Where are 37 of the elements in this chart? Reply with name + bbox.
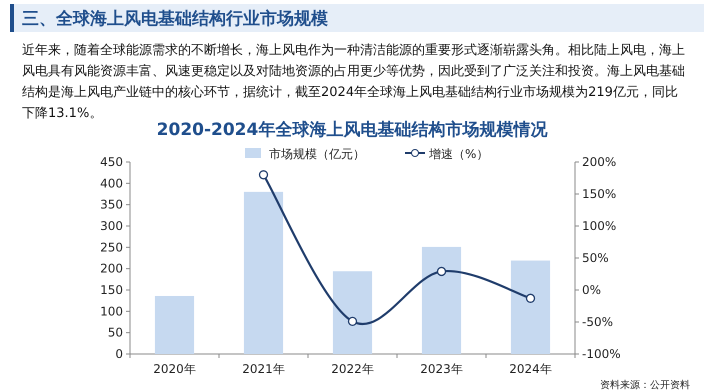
y-tick-label: 100: [100, 304, 123, 318]
y-tick-label: 400: [100, 176, 123, 190]
y2-tick-label: -100%: [582, 347, 621, 361]
bar: [510, 260, 550, 354]
point: [258, 170, 268, 180]
y2-tick-label: 0%: [582, 283, 602, 297]
text: 近年来，随着全球能源需求的不断增长，海上风电作为一种清洁能源的重要形式逐渐崭露头角。相比陆上风电，海上风电具有风能资源丰富、风速更稳定以及对陆地资源的占用更少等优势，因此受到了广泛关注和投资。海上风电基础结构是海上风电产业链中的核心环节，据统计，截至2024年全球海上风电基础结构行业市场规模为219亿元，同比下降13.1%。: [22, 43, 685, 121]
x-tick-label: 2024年: [509, 362, 552, 376]
y2-tick-label: 150%: [582, 187, 616, 201]
y-tick-label: 50: [108, 326, 123, 340]
y-tick-label: 450: [100, 155, 123, 169]
bar: [154, 296, 194, 354]
legend-label: 市场规模（亿元）: [269, 147, 365, 161]
y-tick-label: 250: [100, 240, 123, 254]
y-tick-label: 150: [100, 283, 123, 297]
text: 资料来源：公开资料: [600, 379, 690, 391]
y-tick-label: 350: [100, 198, 123, 212]
x-tick-label: 2023年: [420, 362, 463, 376]
y2-tick-label: 50%: [582, 251, 609, 265]
y-tick-label: 300: [100, 219, 123, 233]
text: 三、全球海上风电基础结构行业市场规模: [22, 8, 328, 30]
y2-tick-label: -50%: [582, 315, 614, 329]
point: [348, 316, 358, 326]
x-tick-label: 2022年: [331, 362, 374, 376]
legend-label: 增速（%）: [428, 147, 488, 161]
y-tick-label: 0: [115, 347, 123, 361]
point: [526, 294, 536, 303]
bar: [332, 271, 372, 354]
y2-tick-label: 100%: [582, 219, 616, 233]
y-tick-label: 200: [100, 262, 123, 276]
bar: [244, 192, 284, 354]
y2-tick-label: 200%: [582, 155, 616, 169]
point: [436, 266, 446, 276]
x-tick-label: 2020年: [153, 362, 196, 376]
chart-title: 2020-2024年全球海上风电基础结构市场规模情况: [156, 120, 548, 140]
bar: [422, 246, 462, 354]
x-tick-label: 2021年: [242, 362, 285, 376]
